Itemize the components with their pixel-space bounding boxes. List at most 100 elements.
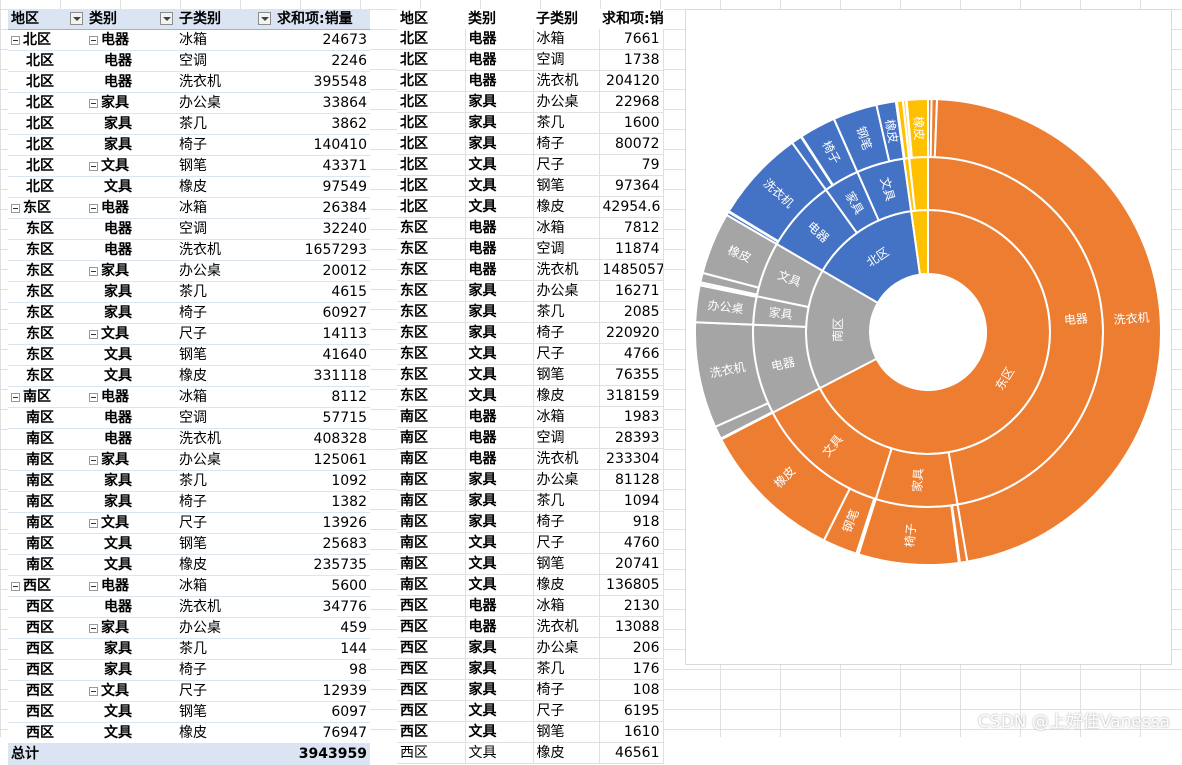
pivot-cell-category[interactable]: 家具 — [86, 92, 176, 114]
filter-dropdown-icon[interactable] — [160, 12, 173, 25]
data-cell-subcategory[interactable]: 冰箱 — [533, 217, 600, 239]
data-cell-sales[interactable]: 1738 — [599, 49, 664, 71]
pivot-cell-sales[interactable]: 41640 — [274, 344, 370, 366]
collapse-toggle-icon[interactable] — [11, 581, 20, 591]
pivot-cell-category[interactable]: 文具 — [86, 344, 176, 366]
data-cell-category[interactable]: 家具 — [465, 112, 534, 134]
data-cell-category[interactable]: 电器 — [465, 427, 534, 449]
pivot-cell-subcategory[interactable]: 洗衣机 — [176, 239, 274, 261]
data-header-region[interactable]: 地区 — [400, 11, 428, 27]
data-cell-region[interactable]: 南区 — [397, 490, 466, 512]
pivot-cell-sales[interactable]: 26384 — [274, 197, 370, 219]
pivot-cell-region[interactable]: 西区 — [8, 680, 86, 702]
data-cell-subcategory[interactable]: 椅子 — [533, 679, 600, 701]
pivot-table[interactable]: 地区 类别 子类别 求和项:销量 北区 电器 冰箱 24673 北区 电器 空调 2246 北区… — [8, 9, 370, 765]
data-cell-sales[interactable]: 136805 — [599, 574, 664, 596]
data-cell-sales[interactable]: 2085 — [599, 301, 664, 323]
pivot-cell-subcategory[interactable]: 橡皮 — [176, 365, 274, 387]
data-cell-subcategory[interactable]: 橡皮 — [533, 196, 600, 218]
data-cell-region[interactable]: 北区 — [397, 70, 466, 92]
collapse-toggle-icon[interactable] — [89, 581, 98, 591]
pivot-cell-subcategory[interactable]: 办公桌 — [176, 617, 274, 639]
sunburst-chart[interactable]: 东区 电器 洗衣机 家具 椅子 文具 钢笔 橡皮 南区 电器 洗衣机 家具 办公桌 文具 橡皮 北区 电器 洗衣机… — [685, 9, 1172, 665]
data-cell-region[interactable]: 北区 — [397, 91, 466, 113]
data-cell-category[interactable]: 电器 — [465, 29, 534, 50]
data-cell-sales[interactable]: 28393 — [599, 427, 664, 449]
data-cell-category[interactable]: 文具 — [465, 154, 534, 176]
data-cell-category[interactable]: 电器 — [465, 238, 534, 260]
collapse-toggle-icon[interactable] — [11, 35, 20, 45]
pivot-cell-category[interactable]: 电器 — [86, 218, 176, 240]
pivot-cell-sales[interactable]: 3862 — [274, 113, 370, 135]
pivot-cell-subcategory[interactable]: 冰箱 — [176, 386, 274, 408]
pivot-cell-sales[interactable]: 1382 — [274, 491, 370, 513]
data-cell-sales[interactable]: 79 — [599, 154, 664, 176]
collapse-toggle-icon[interactable] — [89, 455, 98, 465]
pivot-cell-sales[interactable]: 34776 — [274, 596, 370, 618]
pivot-cell-sales[interactable]: 235735 — [274, 554, 370, 576]
data-cell-subcategory[interactable]: 办公桌 — [533, 637, 600, 659]
data-cell-sales[interactable]: 97364 — [599, 175, 664, 197]
pivot-cell-subcategory[interactable]: 办公桌 — [176, 260, 274, 282]
data-cell-category[interactable]: 电器 — [465, 70, 534, 92]
data-cell-subcategory[interactable]: 洗衣机 — [533, 259, 600, 281]
data-header-subcategory[interactable]: 子类别 — [536, 11, 578, 27]
data-cell-region[interactable]: 北区 — [397, 49, 466, 71]
pivot-cell-subcategory[interactable]: 茶几 — [176, 470, 274, 492]
data-table[interactable]: 地区 类别 子类别 求和项:销量 北区电器冰箱7661北区电器空调1738北区电… — [397, 9, 664, 764]
pivot-cell-region[interactable]: 南区 — [8, 386, 86, 408]
data-cell-region[interactable]: 西区 — [397, 742, 466, 764]
pivot-cell-sales[interactable]: 140410 — [274, 134, 370, 156]
data-cell-region[interactable]: 南区 — [397, 406, 466, 428]
data-cell-region[interactable]: 南区 — [397, 532, 466, 554]
pivot-cell-category[interactable]: 电器 — [86, 596, 176, 618]
pivot-cell-category[interactable]: 电器 — [86, 29, 176, 51]
pivot-cell-subcategory[interactable]: 椅子 — [176, 659, 274, 681]
data-cell-sales[interactable]: 81128 — [599, 469, 664, 491]
pivot-cell-sales[interactable]: 14113 — [274, 323, 370, 345]
data-cell-region[interactable]: 东区 — [397, 217, 466, 239]
pivot-cell-sales[interactable]: 24673 — [274, 29, 370, 51]
data-cell-category[interactable]: 家具 — [465, 322, 534, 344]
data-cell-sales[interactable]: 176 — [599, 658, 664, 680]
pivot-cell-subcategory[interactable]: 茶几 — [176, 638, 274, 660]
data-header-category[interactable]: 类别 — [468, 11, 496, 27]
pivot-cell-category[interactable]: 文具 — [86, 512, 176, 534]
data-cell-region[interactable]: 南区 — [397, 574, 466, 596]
pivot-cell-region[interactable]: 西区 — [8, 638, 86, 660]
data-cell-region[interactable]: 北区 — [397, 29, 466, 50]
data-cell-subcategory[interactable]: 橡皮 — [533, 574, 600, 596]
data-cell-category[interactable]: 电器 — [465, 217, 534, 239]
pivot-cell-region[interactable]: 东区 — [8, 260, 86, 282]
data-cell-category[interactable]: 文具 — [465, 532, 534, 554]
collapse-toggle-icon[interactable] — [89, 266, 98, 276]
data-cell-category[interactable]: 家具 — [465, 91, 534, 113]
pivot-cell-sales[interactable]: 33864 — [274, 92, 370, 114]
pivot-cell-subcategory[interactable]: 冰箱 — [176, 29, 274, 51]
data-cell-category[interactable]: 电器 — [465, 616, 534, 638]
pivot-cell-subcategory[interactable]: 办公桌 — [176, 92, 274, 114]
data-cell-subcategory[interactable]: 办公桌 — [533, 91, 600, 113]
data-cell-category[interactable]: 电器 — [465, 595, 534, 617]
pivot-cell-category[interactable]: 文具 — [86, 722, 176, 744]
pivot-cell-subcategory[interactable]: 空调 — [176, 218, 274, 240]
pivot-cell-region[interactable]: 北区 — [8, 50, 86, 72]
pivot-cell-subcategory[interactable]: 尺子 — [176, 512, 274, 534]
data-cell-sales[interactable]: 1983 — [599, 406, 664, 428]
pivot-cell-region[interactable]: 南区 — [8, 407, 86, 429]
data-cell-sales[interactable]: 1610 — [599, 721, 664, 743]
pivot-cell-region[interactable]: 西区 — [8, 575, 86, 597]
pivot-cell-subcategory[interactable]: 茶几 — [176, 113, 274, 135]
sunburst-subcategory-segment[interactable] — [905, 97, 929, 159]
data-cell-subcategory[interactable]: 尺子 — [533, 700, 600, 722]
pivot-cell-category[interactable]: 家具 — [86, 134, 176, 156]
data-cell-category[interactable]: 电器 — [465, 406, 534, 428]
data-cell-subcategory[interactable]: 尺子 — [533, 343, 600, 365]
data-cell-category[interactable]: 电器 — [465, 448, 534, 470]
pivot-cell-category[interactable]: 文具 — [86, 554, 176, 576]
pivot-total-cell[interactable] — [176, 743, 274, 765]
pivot-cell-region[interactable]: 南区 — [8, 512, 86, 534]
data-cell-region[interactable]: 南区 — [397, 511, 466, 533]
data-cell-subcategory[interactable]: 尺子 — [533, 154, 600, 176]
data-cell-sales[interactable]: 233304 — [599, 448, 664, 470]
